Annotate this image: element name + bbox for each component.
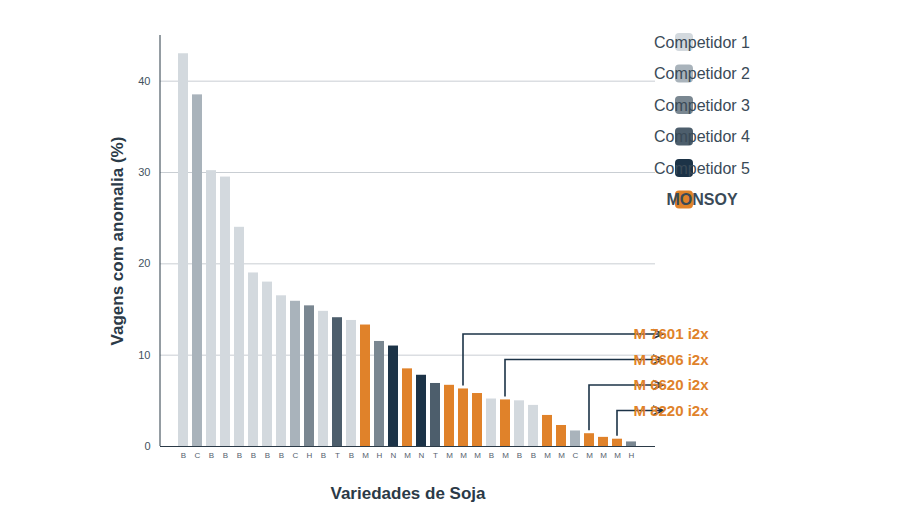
svg-text:M: M (474, 451, 481, 460)
svg-text:M: M (586, 451, 593, 460)
svg-text:M: M (502, 451, 509, 460)
svg-text:M: M (446, 451, 453, 460)
svg-text:B: B (223, 451, 228, 460)
svg-text:Competidor 2: Competidor 2 (654, 65, 750, 82)
svg-text:C: C (293, 451, 299, 460)
svg-text:T: T (335, 451, 340, 460)
svg-text:20: 20 (138, 257, 150, 269)
svg-text:B: B (531, 451, 536, 460)
svg-text:0: 0 (144, 440, 150, 452)
svg-text:30: 30 (138, 166, 150, 178)
svg-text:B: B (237, 451, 242, 460)
svg-text:Vagens com anomalia (%): Vagens com anomalia (%) (108, 137, 127, 346)
svg-text:M: M (362, 451, 369, 460)
svg-text:M: M (558, 451, 565, 460)
svg-text:MONSOY: MONSOY (666, 191, 737, 208)
svg-text:H: H (307, 451, 313, 460)
svg-text:B: B (279, 451, 284, 460)
svg-text:H: H (629, 451, 635, 460)
svg-text:M: M (544, 451, 551, 460)
svg-text:M: M (460, 451, 467, 460)
svg-text:Competidor 4: Competidor 4 (654, 128, 750, 145)
svg-text:10: 10 (138, 349, 150, 361)
svg-text:B: B (265, 451, 270, 460)
svg-text:M 8606 i2x: M 8606 i2x (633, 351, 709, 368)
svg-text:Competidor 5: Competidor 5 (654, 160, 750, 177)
svg-text:B: B (489, 451, 494, 460)
svg-text:B: B (517, 451, 522, 460)
svg-text:H: H (377, 451, 383, 460)
svg-text:N: N (419, 451, 425, 460)
svg-text:Variedades de Soja: Variedades de Soja (331, 484, 487, 503)
svg-text:M: M (600, 451, 607, 460)
svg-text:B: B (209, 451, 214, 460)
svg-text:T: T (433, 451, 438, 460)
svg-text:Competidor 1: Competidor 1 (654, 34, 750, 51)
svg-text:40: 40 (138, 75, 150, 87)
svg-text:M: M (404, 451, 411, 460)
svg-text:B: B (251, 451, 256, 460)
svg-text:N: N (391, 451, 397, 460)
svg-text:Competidor 3: Competidor 3 (654, 97, 750, 114)
svg-text:C: C (195, 451, 201, 460)
svg-text:B: B (321, 451, 326, 460)
svg-text:B: B (349, 451, 354, 460)
svg-text:M 8220 i2x: M 8220 i2x (633, 402, 709, 419)
svg-text:M: M (614, 451, 621, 460)
svg-text:C: C (573, 451, 579, 460)
svg-text:M 7601 i2x: M 7601 i2x (633, 325, 709, 342)
svg-text:M 6620 i2x: M 6620 i2x (633, 376, 709, 393)
svg-text:B: B (181, 451, 186, 460)
